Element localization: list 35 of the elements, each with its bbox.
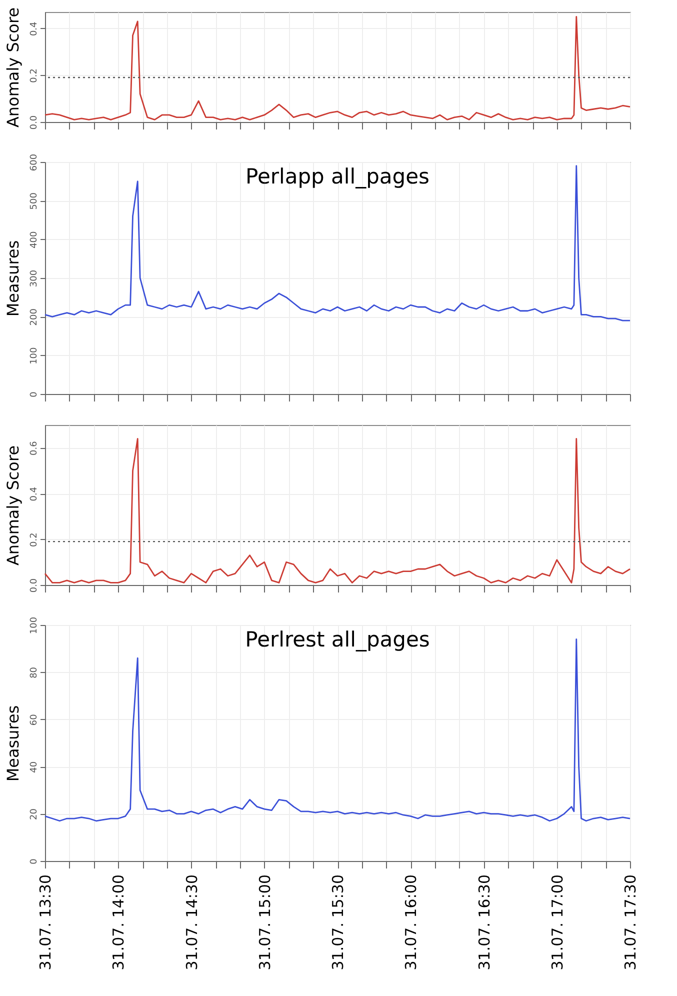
- y-axis-title: Anomaly Score: [4, 7, 22, 128]
- x-tick-label: 31.07. 15:00: [256, 874, 274, 970]
- y-tick-label: 0.2: [30, 68, 40, 83]
- y-tick-label: 0.0: [30, 115, 40, 130]
- x-tick-label: 31.07. 13:30: [36, 874, 54, 970]
- y-tick-label: 80: [30, 666, 40, 678]
- y-tick-label: 20: [30, 808, 40, 820]
- y-tick-label: 500: [30, 192, 40, 210]
- y-tick-label: 0.2: [30, 532, 40, 547]
- x-tick-label: 31.07. 14:00: [110, 874, 128, 970]
- y-tick-label: 60: [30, 714, 40, 726]
- x-tick-label: 31.07. 15:30: [329, 874, 347, 970]
- x-tick-label: 31.07. 16:30: [475, 874, 494, 970]
- chart-title: Perlrest all_pages: [245, 627, 430, 652]
- y-axis-title: Measures: [4, 240, 22, 317]
- x-tick-label: 31.07. 17:00: [548, 874, 566, 970]
- y-tick-label: 100: [30, 616, 40, 634]
- y-tick-label: 600: [30, 154, 40, 172]
- y-tick-label: 0.4: [30, 486, 40, 502]
- y-tick-label: 0: [30, 391, 40, 398]
- y-tick-label: 300: [30, 270, 40, 288]
- y-tick-label: 400: [30, 230, 40, 248]
- y-tick-label: 0.4: [30, 21, 40, 36]
- y-tick-label: 200: [30, 308, 40, 326]
- y-axis-title: Anomaly Score: [4, 445, 22, 566]
- y-tick-label: 0.0: [30, 578, 40, 593]
- y-tick-label: 0.6: [30, 440, 40, 456]
- x-tick-label: 31.07. 16:00: [402, 874, 420, 970]
- x-tick-label: 31.07. 14:30: [182, 874, 201, 970]
- y-tick-label: 40: [30, 761, 40, 773]
- y-tick-label: 0: [30, 858, 40, 864]
- chart-title: Perlapp all_pages: [246, 164, 430, 188]
- y-tick-label: 100: [30, 346, 40, 364]
- x-tick-label: 31.07. 17:30: [622, 874, 640, 970]
- y-axis-title: Measures: [4, 705, 22, 782]
